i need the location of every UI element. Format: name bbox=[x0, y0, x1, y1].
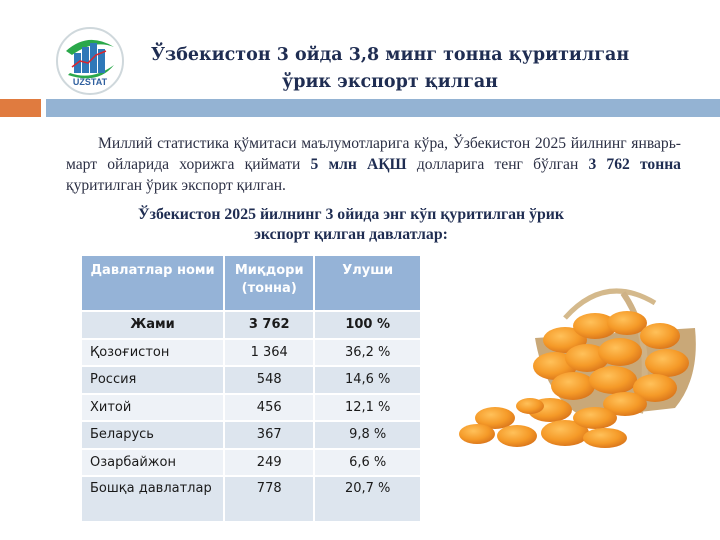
table-row: Хитой 456 12,1 % bbox=[82, 392, 422, 421]
table-row-total: Жами 3 762 100 % bbox=[82, 310, 422, 339]
cell-amount: 456 bbox=[224, 392, 316, 421]
orange-accent-bar bbox=[0, 99, 41, 117]
title-line-2: ўрик экспорт қилган bbox=[282, 72, 498, 92]
paragraph-text-2: долларига тенг бўлган bbox=[406, 156, 589, 173]
header-share: Улуши bbox=[314, 256, 422, 311]
cell-name: Беларусь bbox=[82, 420, 226, 449]
table-title-line-1: Ўзбекистон 2025 йилнинг 3 ойида энг кўп … bbox=[138, 206, 564, 223]
paragraph-text-1: Миллий статистика қўмитаси маълумотлариг… bbox=[66, 135, 681, 173]
table-header-row: Давлатлар номи Миқдори (тонна) Улуши bbox=[82, 256, 422, 311]
cell-name: Россия bbox=[82, 365, 226, 394]
cell-amount: 249 bbox=[224, 447, 316, 476]
table-row: Беларусь 367 9,8 % bbox=[82, 420, 422, 449]
table-title-line-2: экспорт қилган давлатлар: bbox=[254, 226, 448, 243]
table-title: Ўзбекистон 2025 йилнинг 3 ойида энг кўп … bbox=[92, 205, 610, 245]
cell-amount: 367 bbox=[224, 420, 316, 449]
export-countries-table: Давлатлар номи Миқдори (тонна) Улуши Жам… bbox=[82, 256, 422, 521]
table-row: Озарбайжон 249 6,6 % bbox=[82, 447, 422, 476]
summary-paragraph: Миллий статистика қўмитаси маълумотлариг… bbox=[66, 133, 681, 196]
cell-amount: 778 bbox=[224, 475, 316, 521]
cell-name: Озарбайжон bbox=[82, 447, 226, 476]
cell-amount: 3 762 bbox=[224, 310, 316, 339]
table-row: Бошқа давлатлар 778 20,7 % bbox=[82, 475, 422, 521]
cell-amount: 1 364 bbox=[224, 337, 316, 366]
header-country: Давлатлар номи bbox=[82, 256, 226, 311]
header-amount: Миқдори (тонна) bbox=[224, 256, 316, 311]
cell-share: 14,6 % bbox=[314, 365, 422, 394]
paragraph-text-3: қуритилган ўрик экспорт қилган. bbox=[66, 177, 286, 194]
svg-text:UZSTAT: UZSTAT bbox=[73, 77, 108, 87]
blue-divider-bar bbox=[46, 99, 720, 117]
cell-share: 20,7 % bbox=[314, 475, 422, 521]
uzstat-logo: UZSTAT bbox=[56, 27, 124, 95]
title-line-1: Ўзбекистон 3 ойда 3,8 минг тонна қуритил… bbox=[150, 45, 630, 65]
cell-share: 36,2 % bbox=[314, 337, 422, 366]
cell-share: 9,8 % bbox=[314, 420, 422, 449]
cell-share: 100 % bbox=[314, 310, 422, 339]
page-title: Ўзбекистон 3 ойда 3,8 минг тонна қуритил… bbox=[130, 42, 650, 96]
dried-apricots-image bbox=[455, 278, 705, 448]
table-row: Қозоғистон 1 364 36,2 % bbox=[82, 337, 422, 366]
cell-name: Қозоғистон bbox=[82, 337, 226, 366]
cell-name: Хитой bbox=[82, 392, 226, 421]
cell-name: Жами bbox=[82, 310, 226, 339]
apricot-basket-icon bbox=[459, 288, 696, 448]
cell-share: 6,6 % bbox=[314, 447, 422, 476]
paragraph-value-tonnes: 3 762 тонна bbox=[588, 156, 681, 173]
table-row: Россия 548 14,6 % bbox=[82, 365, 422, 394]
cell-name: Бошқа давлатлар bbox=[82, 475, 226, 521]
paragraph-value-usd: 5 млн АҚШ bbox=[310, 156, 407, 173]
uzstat-logo-icon: UZSTAT bbox=[66, 39, 114, 87]
cell-amount: 548 bbox=[224, 365, 316, 394]
cell-share: 12,1 % bbox=[314, 392, 422, 421]
